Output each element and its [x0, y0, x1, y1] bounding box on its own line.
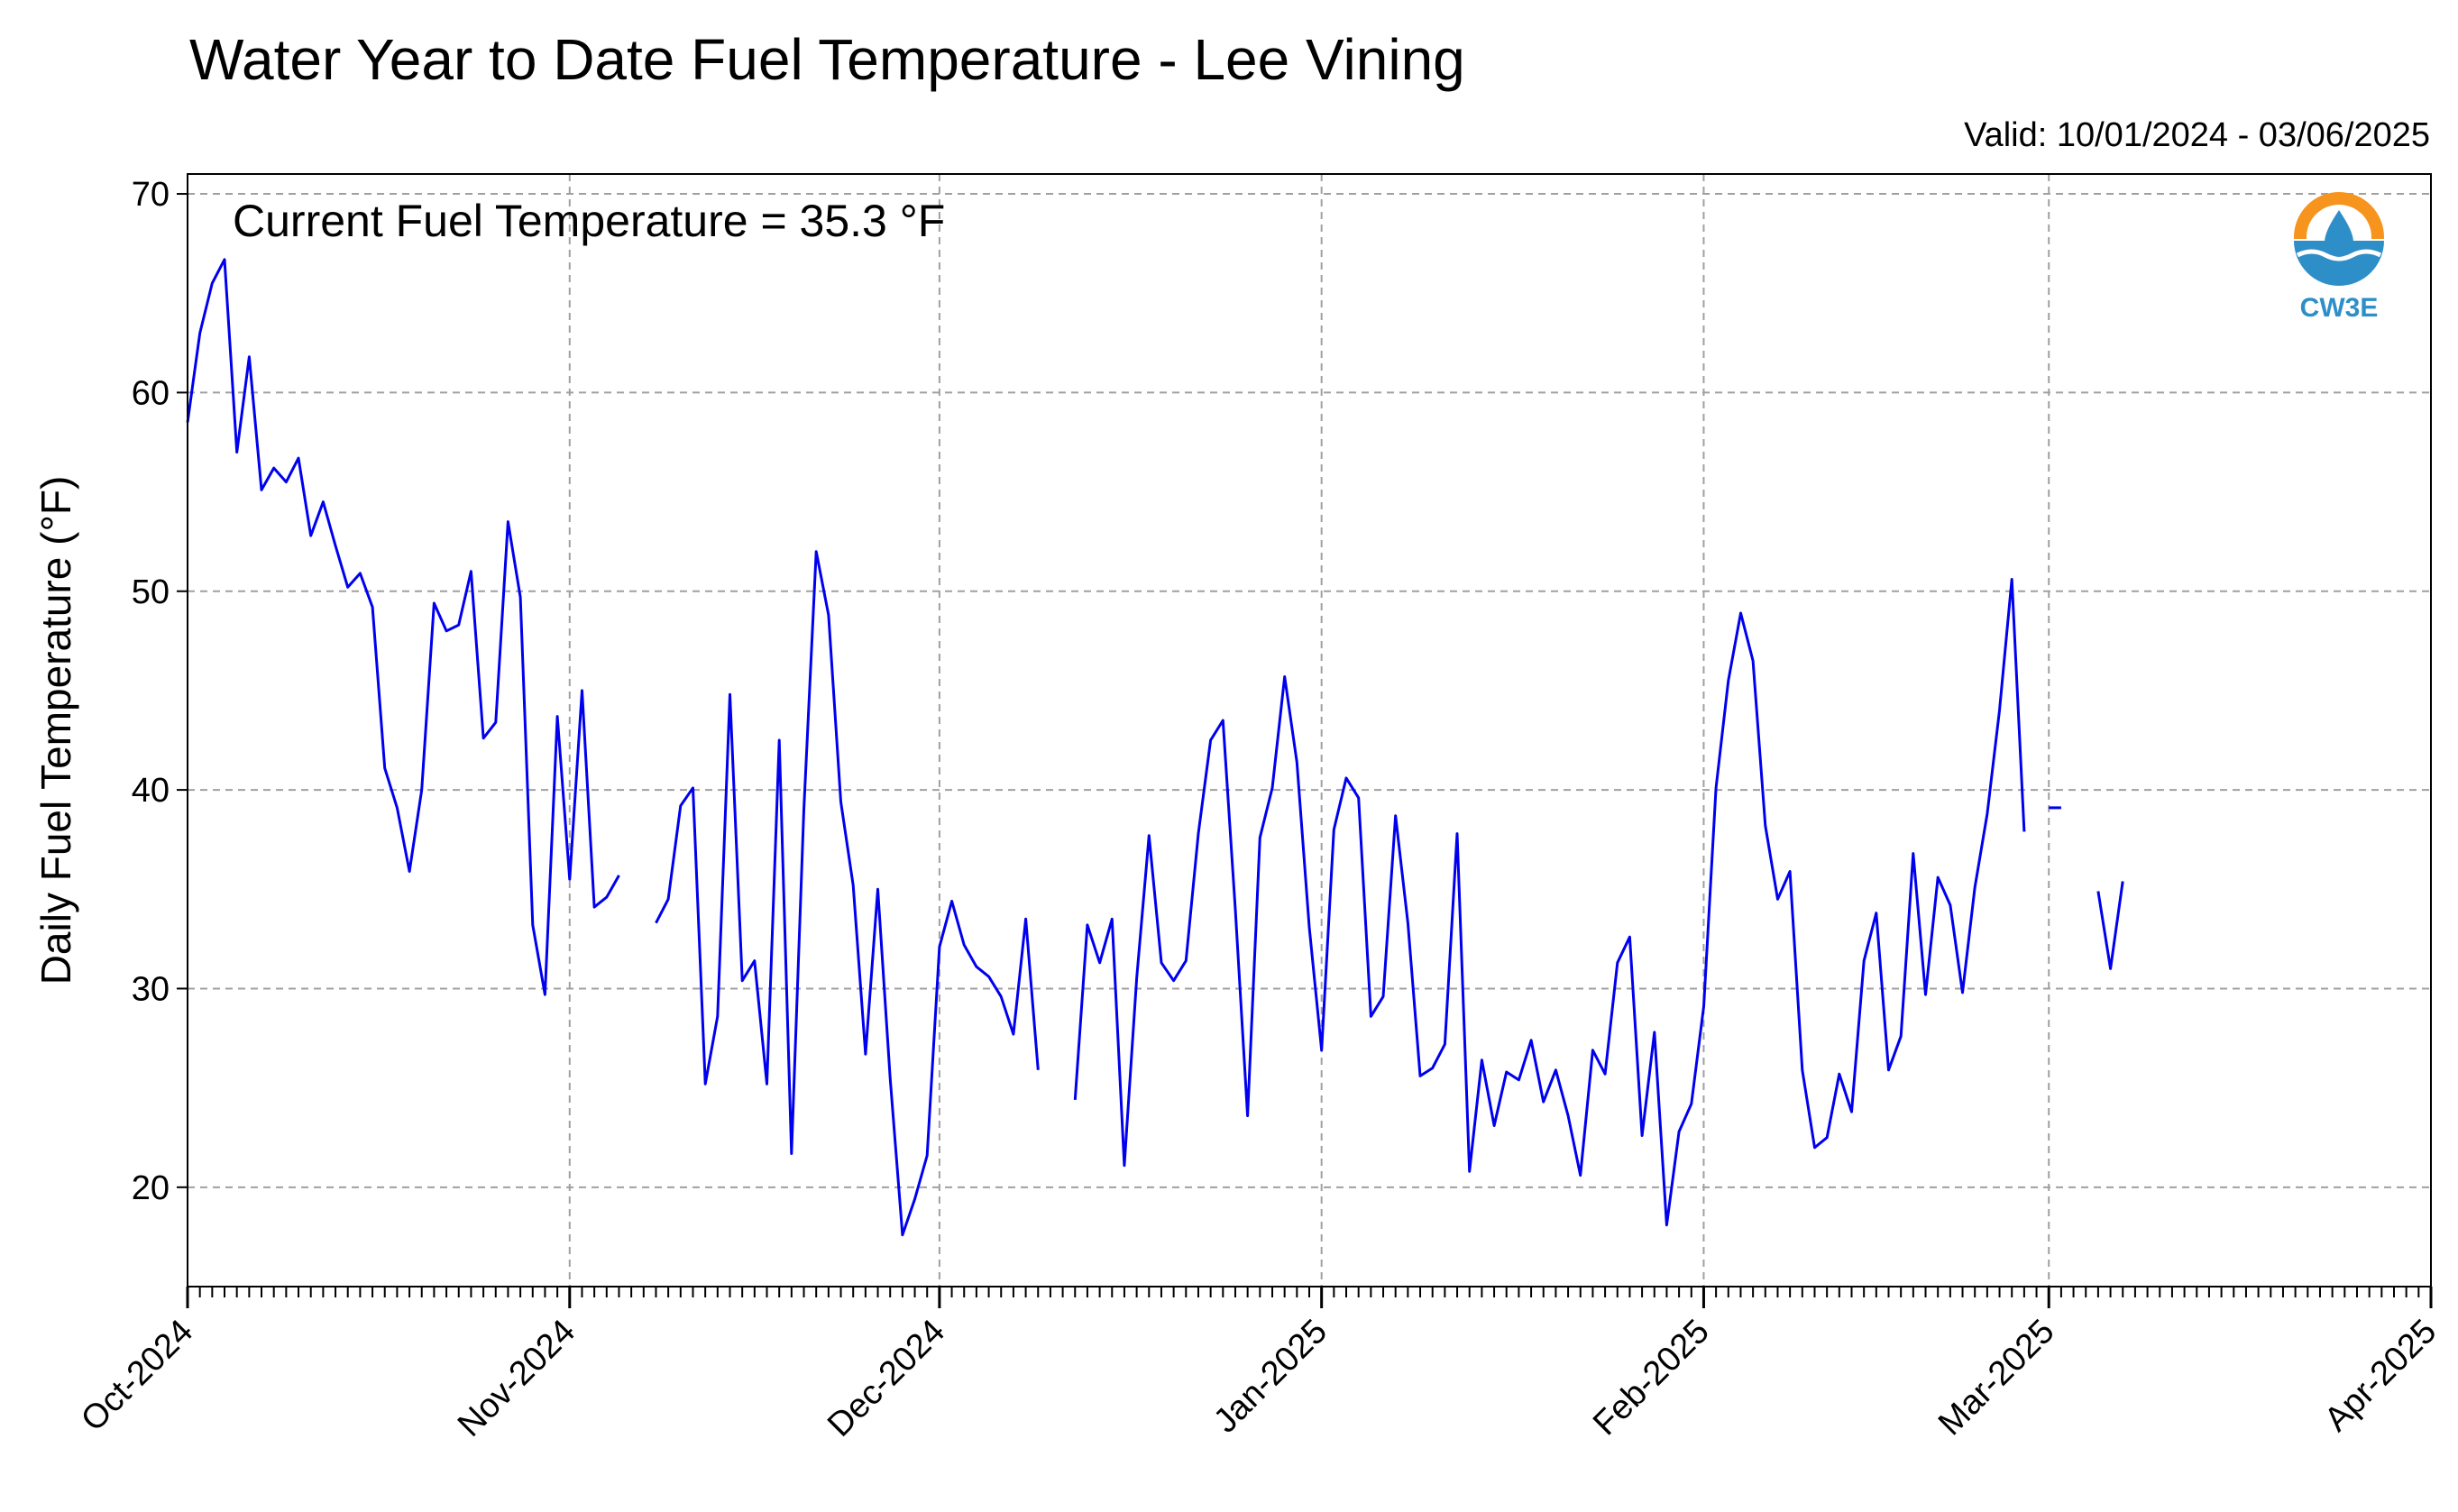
series-line-segment	[186, 258, 620, 996]
x-tick-label: Feb-2025	[1586, 1313, 1717, 1443]
y-tick-label: 20	[132, 1169, 170, 1207]
y-tick-label: 50	[132, 573, 170, 611]
water-drop-icon	[2325, 210, 2353, 257]
current-temperature-annotation: Current Fuel Temperature = 35.3 °F	[233, 196, 945, 246]
chart-title: Water Year to Date Fuel Temperature - Le…	[189, 27, 1465, 92]
x-axis: Oct-2024 Nov-2024 Dec-2024 Jan-2025 Feb-2025…	[74, 1287, 2444, 1444]
y-axis: 20 30 40 50 60 70	[132, 176, 188, 1207]
logo-wave-line-icon	[2296, 249, 2382, 261]
x-tick-label: Mar-2025	[1931, 1313, 2062, 1443]
x-tick-label: Apr-2025	[2317, 1313, 2444, 1439]
y-tick-label: 60	[132, 374, 170, 412]
series-line-segment	[2096, 881, 2124, 970]
y-tick-label: 70	[132, 176, 170, 214]
x-tick-label: Nov-2024	[451, 1313, 582, 1444]
x-tick-label: Jan-2025	[1206, 1313, 1334, 1441]
valid-range: Valid: 10/01/2024 - 03/06/2025	[1964, 116, 2430, 154]
y-tick-label: 30	[132, 970, 170, 1008]
y-axis-label: Daily Fuel Temperature (°F)	[32, 476, 79, 985]
data-series	[186, 258, 2124, 1237]
x-tick-label: Oct-2024	[74, 1313, 200, 1439]
x-tick-label: Dec-2024	[821, 1313, 952, 1444]
logo-text: CW3E	[2300, 293, 2379, 323]
cw3e-logo: CW3E	[2294, 192, 2384, 323]
y-tick-label: 40	[132, 772, 170, 810]
series-line-segment	[655, 550, 1040, 1237]
series-line-segment	[1073, 578, 2026, 1227]
